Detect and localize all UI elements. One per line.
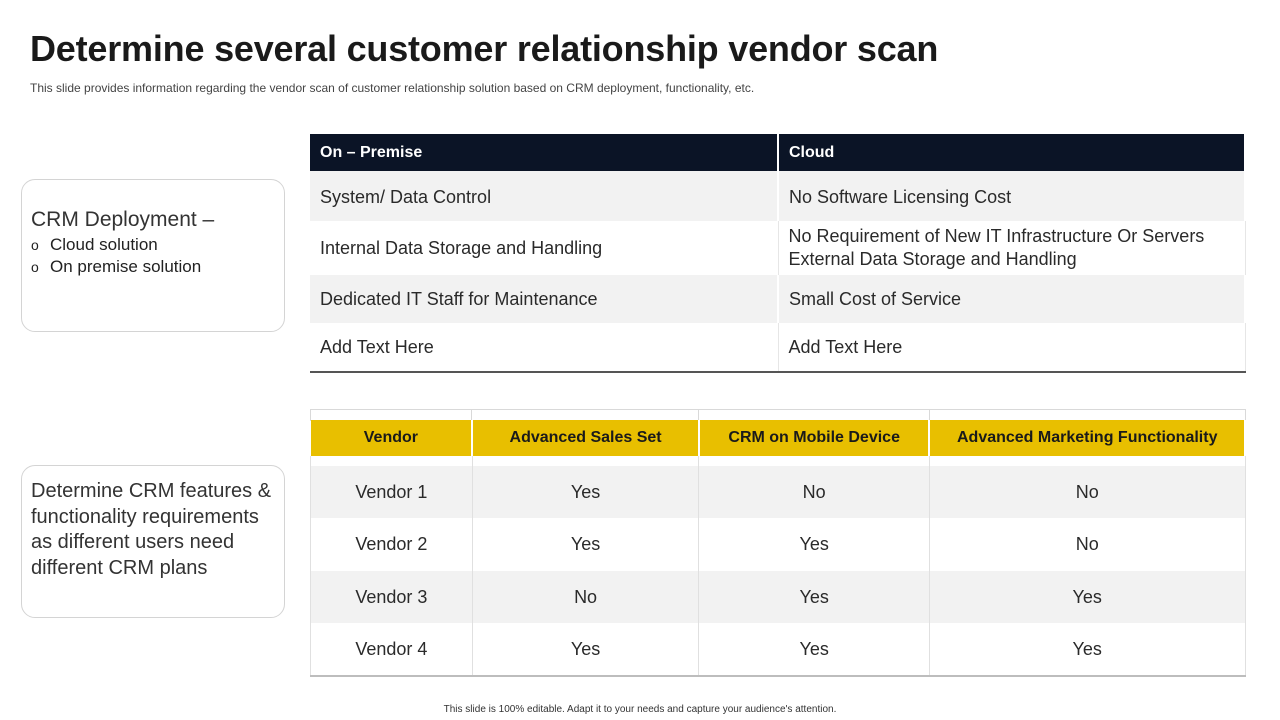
table-cell: Yes <box>472 518 700 571</box>
column-header-marketing-functionality: Advanced Marketing Functionality <box>929 420 1246 456</box>
column-header-cloud: Cloud <box>778 134 1246 171</box>
column-divider <box>310 410 311 421</box>
table-header-row: On – Premise Cloud <box>310 134 1246 171</box>
table-row: Vendor 3 No Yes Yes <box>310 571 1246 623</box>
table-cell: Dedicated IT Staff for Maintenance <box>310 275 779 323</box>
table-cell: Yes <box>472 623 700 677</box>
column-divider <box>471 410 472 421</box>
column-header-on-premise: On – Premise <box>310 134 779 171</box>
table-cell: Internal Data Storage and Handling <box>310 221 779 275</box>
table-cell: Yes <box>472 466 700 518</box>
table-row: Vendor 1 Yes No No <box>310 466 1246 518</box>
table-cell: Small Cost of Service <box>778 275 1246 323</box>
table-cell: Add Text Here <box>310 323 779 373</box>
column-divider <box>929 410 930 421</box>
crm-deployment-box: CRM Deployment – o Cloud solution o On p… <box>21 179 285 332</box>
column-header-advanced-sales-set: Advanced Sales Set <box>472 420 700 456</box>
table-cell: No Software Licensing Cost <box>778 171 1246 221</box>
table-cell: No <box>929 466 1246 518</box>
column-header-vendor: Vendor <box>310 420 474 456</box>
table-cell: No <box>698 466 930 518</box>
deployment-bullet: o On premise solution <box>31 256 284 278</box>
slide-title: Determine several customer relationship … <box>30 28 939 69</box>
vendor-functionality-table: Vendor Advanced Sales Set CRM on Mobile … <box>310 420 1246 677</box>
table-row: Vendor 2 Yes Yes No <box>310 518 1246 571</box>
table-row: Internal Data Storage and Handling No Re… <box>310 221 1246 275</box>
vendor-table-top-border <box>310 409 1246 421</box>
table-cell: Add Text Here <box>778 323 1246 373</box>
table-cell: No <box>929 518 1246 571</box>
crm-deployment-heading: CRM Deployment – <box>31 208 215 231</box>
table-cell: Yes <box>698 623 930 677</box>
table-cell: Yes <box>698 518 930 571</box>
table-cell: Yes <box>929 623 1246 677</box>
column-header-crm-mobile: CRM on Mobile Device <box>698 420 931 456</box>
crm-features-box: Determine CRM features & functionality r… <box>21 465 285 618</box>
table-cell: No Requirement of New IT Infrastructure … <box>778 221 1246 275</box>
table-cell: No <box>472 571 700 623</box>
deployment-comparison-table: On – Premise Cloud System/ Data Control … <box>310 134 1246 373</box>
vendor-name-cell: Vendor 2 <box>310 518 473 571</box>
table-cell: System/ Data Control <box>310 171 779 221</box>
slide-subtitle: This slide provides information regardin… <box>30 81 755 95</box>
deployment-bullet-label: On premise solution <box>50 257 202 276</box>
column-divider <box>698 410 699 421</box>
table-row: System/ Data Control No Software Licensi… <box>310 171 1246 221</box>
table-row: Vendor 4 Yes Yes Yes <box>310 623 1246 677</box>
table-cell: Yes <box>698 571 930 623</box>
spacer-row <box>310 456 1246 466</box>
circle-bullet-icon: o <box>31 259 39 275</box>
deployment-bullet: o Cloud solution <box>31 234 284 256</box>
vendor-name-cell: Vendor 3 <box>310 571 473 623</box>
vendor-name-cell: Vendor 1 <box>310 466 473 518</box>
table-header-row: Vendor Advanced Sales Set CRM on Mobile … <box>310 420 1246 456</box>
crm-features-text: Determine CRM features & functionality r… <box>31 480 272 579</box>
slide-footer: This slide is 100% editable. Adapt it to… <box>443 704 837 715</box>
deployment-bullet-list: o Cloud solution o On premise solution <box>31 234 284 278</box>
column-divider <box>1245 410 1246 421</box>
table-cell: Yes <box>929 571 1246 623</box>
vendor-name-cell: Vendor 4 <box>310 623 473 677</box>
table-row: Add Text Here Add Text Here <box>310 323 1246 373</box>
deployment-bullet-label: Cloud solution <box>50 235 158 254</box>
circle-bullet-icon: o <box>31 237 39 253</box>
table-row: Dedicated IT Staff for Maintenance Small… <box>310 275 1246 323</box>
